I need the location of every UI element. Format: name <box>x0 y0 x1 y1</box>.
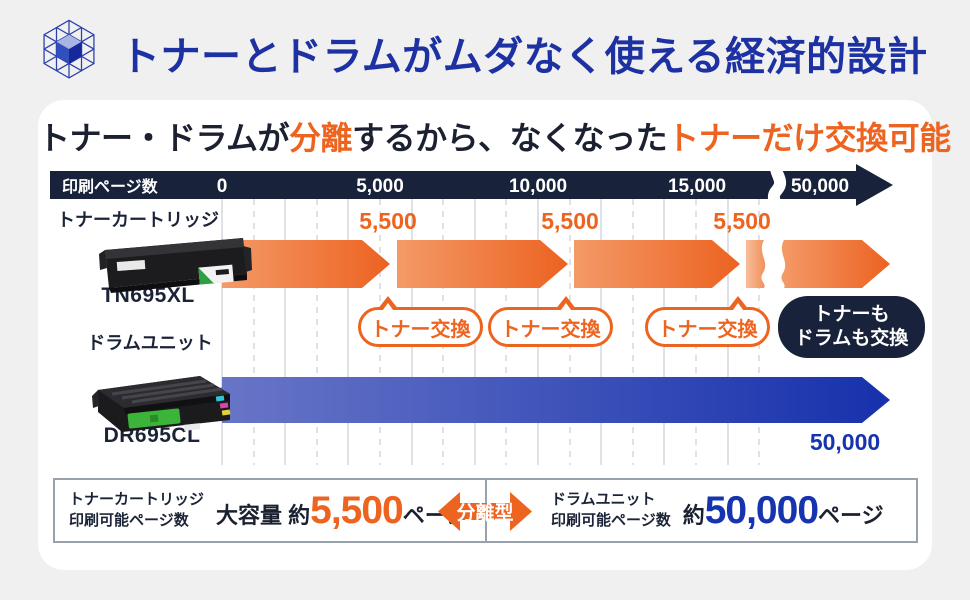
bubble-label: トナー交換 <box>657 318 758 341</box>
summary-drum-label: ドラムユニット 印刷可能ページ数 <box>551 491 671 529</box>
axis-title: 印刷ページ数 <box>62 177 159 196</box>
cube-logo-icon <box>43 19 95 79</box>
subtitle-highlight1: 分離 <box>289 120 353 156</box>
drum-bar <box>222 377 890 423</box>
separate-type-label: 分離型 <box>456 503 514 524</box>
toner-segment-stub <box>746 240 766 288</box>
card-subtitle: トナー・ドラムが分離するから、なくなったトナーだけ交換可能 <box>38 113 951 159</box>
bubble-label: トナー交換 <box>500 318 601 341</box>
toner-segment-value-2: 5,500 <box>541 208 599 234</box>
toner-cartridge-image <box>99 238 252 293</box>
toner-bar-segments <box>222 240 890 288</box>
toner-segment-1 <box>222 240 390 288</box>
axis-break-icon <box>767 155 787 221</box>
axis-tick-5000: 5,000 <box>356 176 404 197</box>
summary-toner-cell: トナーカートリッジ 印刷可能ページ数 大容量 約 5,500 ページ <box>55 480 487 541</box>
both-replace-badge: トナーも ドラムも交換 <box>778 296 925 358</box>
page-title: トナーとドラムがムダなく使える経済的設計 <box>120 35 928 79</box>
summary-toner-label: トナーカートリッジ 印刷可能ページ数 <box>69 491 205 529</box>
drum-value-label: 50,000 <box>809 429 881 455</box>
summary-drum-cell: ドラムユニット 印刷可能ページ数 約 50,000 ページ <box>487 480 916 541</box>
toner-segment-3 <box>574 240 740 288</box>
toner-replace-bubble-3: トナー交換 <box>645 296 770 347</box>
subtitle-highlight2: トナーだけ交換可能 <box>667 120 951 156</box>
toner-replace-bubble-1: トナー交換 <box>358 296 483 347</box>
toner-segment-2 <box>397 240 568 288</box>
axis-tick-50000: 50,000 <box>791 176 849 197</box>
subtitle-part1: トナー・ドラムが <box>38 120 290 156</box>
toner-segment-final <box>781 240 890 288</box>
toner-replace-bubble-2: トナー交換 <box>488 296 613 347</box>
drum-row-label: ドラムユニット <box>87 333 213 353</box>
summary-toner-value: 大容量 約 5,500 ページ <box>216 488 469 532</box>
badge-line2: ドラムも交換 <box>794 328 909 349</box>
summary-drum-value: 約 50,000 ページ <box>682 488 884 532</box>
header: トナーとドラムがムダなく使える経済的設計 <box>0 0 970 100</box>
double-arrow-icon <box>438 492 532 531</box>
badge-line1: トナーも <box>813 304 890 326</box>
subtitle-part2: するから、なくなった <box>352 120 668 156</box>
toner-segment-value-1: 5,500 <box>359 208 417 234</box>
axis-tick-15000: 15,000 <box>668 176 726 197</box>
axis-tick-10000: 10,000 <box>509 176 567 197</box>
drum-unit-image <box>92 376 231 432</box>
content-card: トナー・ドラムが分離するから、なくなったトナーだけ交換可能 <box>38 100 951 570</box>
toner-row-label: トナーカートリッジ <box>57 210 219 230</box>
x-axis: 印刷ページ数 0 5,000 10,000 15,000 50,000 <box>50 155 893 221</box>
axis-tick-0: 0 <box>217 176 228 197</box>
bubble-label: トナー交換 <box>370 318 471 341</box>
separate-type-arrow: 分離型 <box>438 490 532 533</box>
toner-segment-value-3: 5,500 <box>713 208 771 234</box>
